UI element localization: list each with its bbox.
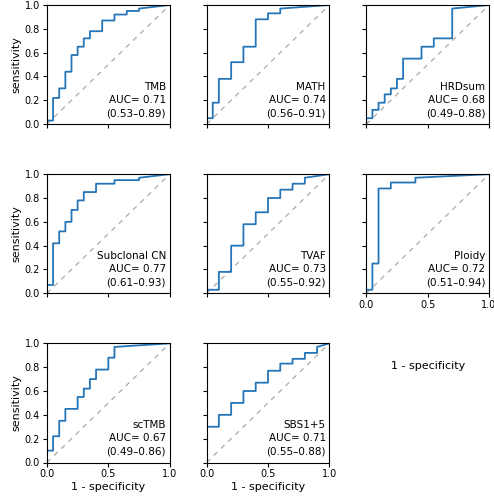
Y-axis label: sensitivity: sensitivity <box>12 36 22 93</box>
Text: 1 - specificity: 1 - specificity <box>391 361 465 371</box>
X-axis label: 1 - specificity: 1 - specificity <box>71 482 145 492</box>
Text: Subclonal CN
AUC= 0.77
(0.61–0.93): Subclonal CN AUC= 0.77 (0.61–0.93) <box>97 251 166 288</box>
Text: HRDsum
AUC= 0.68
(0.49–0.88): HRDsum AUC= 0.68 (0.49–0.88) <box>426 82 486 118</box>
Y-axis label: sensitivity: sensitivity <box>12 374 22 432</box>
Text: Ploidy
AUC= 0.72
(0.51–0.94): Ploidy AUC= 0.72 (0.51–0.94) <box>426 251 486 288</box>
X-axis label: 1 - specificity: 1 - specificity <box>231 482 305 492</box>
Text: MATH
AUC= 0.74
(0.56–0.91): MATH AUC= 0.74 (0.56–0.91) <box>266 82 326 118</box>
Text: TVAF
AUC= 0.73
(0.55–0.92): TVAF AUC= 0.73 (0.55–0.92) <box>266 251 326 288</box>
Text: SBS1+5
AUC= 0.71
(0.55–0.88): SBS1+5 AUC= 0.71 (0.55–0.88) <box>266 420 326 457</box>
Y-axis label: sensitivity: sensitivity <box>12 206 22 262</box>
Text: scTMB
AUC= 0.67
(0.49–0.86): scTMB AUC= 0.67 (0.49–0.86) <box>107 420 166 457</box>
Text: TMB
AUC= 0.71
(0.53–0.89): TMB AUC= 0.71 (0.53–0.89) <box>107 82 166 118</box>
